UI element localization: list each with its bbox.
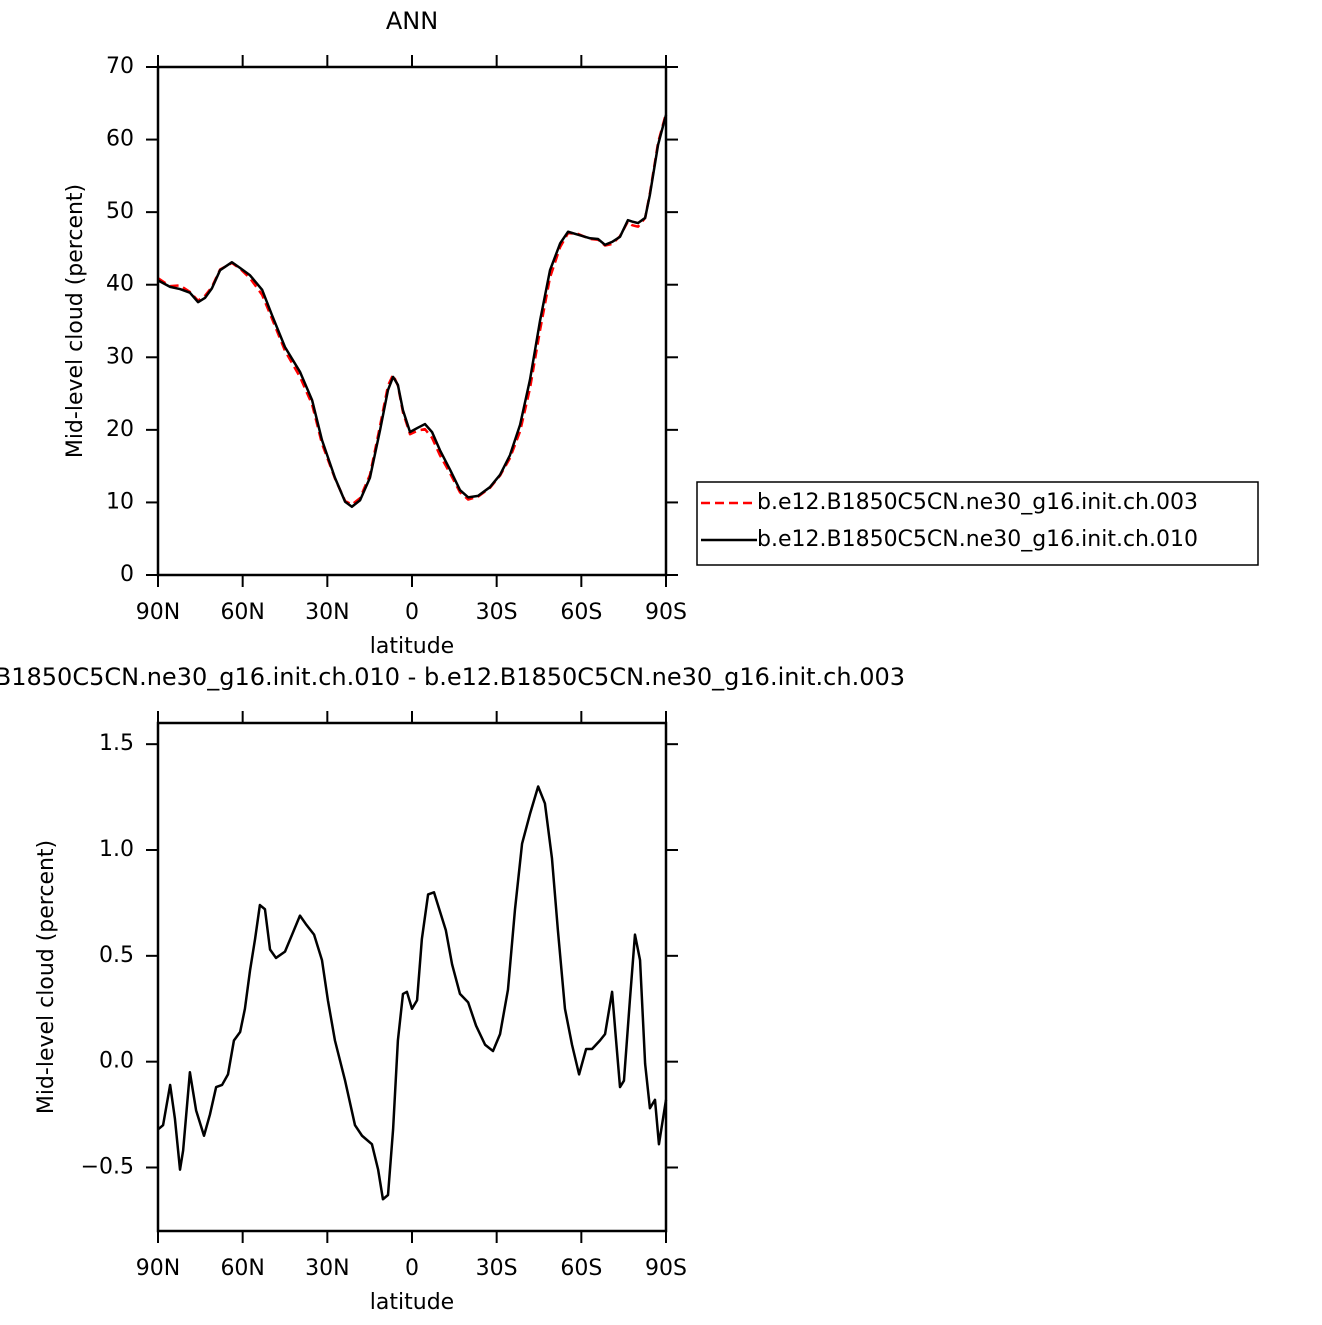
data-line (157, 785, 668, 1201)
legend-box (696, 481, 1259, 566)
x-tick-label: 60S (560, 600, 602, 625)
y-tick-label: −0.5 (81, 1155, 134, 1180)
legend-label: b.e12.B1850C5CN.ne30_g16.init.ch.010 (757, 527, 1198, 552)
legend: b.e12.B1850C5CN.ne30_g16.init.ch.003 b.e1… (696, 481, 1259, 566)
y-axis-title: Mid-level cloud (percent) (34, 840, 59, 1114)
chart-title: ANN (386, 7, 438, 35)
y-axis-title: Mid-level cloud (percent) (63, 184, 88, 458)
data-line (157, 113, 668, 506)
x-tick-label: 90N (136, 600, 180, 625)
y-tick-label: 0 (120, 562, 134, 587)
x-tick-label: 0 (405, 600, 419, 625)
y-tick-label: 1.5 (99, 731, 134, 756)
y-tick-label: 0.0 (99, 1049, 134, 1074)
y-tick-label: 1.0 (99, 837, 134, 862)
x-tick-label: 90S (645, 1256, 687, 1281)
x-tick-label: 30S (476, 1256, 518, 1281)
y-tick-label: 30 (106, 344, 134, 369)
y-tick-label: 70 (106, 54, 134, 79)
data-line (157, 114, 668, 509)
y-tick-label: 50 (106, 199, 134, 224)
legend-label: b.e12.B1850C5CN.ne30_g16.init.ch.003 (757, 490, 1198, 515)
x-tick-label: 90N (136, 1256, 180, 1281)
x-axis-title: latitude (370, 1290, 454, 1315)
x-tick-label: 30S (476, 600, 518, 625)
x-tick-label: 0 (405, 1256, 419, 1281)
x-tick-label: 60S (560, 1256, 602, 1281)
x-axis-title: latitude (370, 634, 454, 659)
y-tick-label: 60 (106, 127, 134, 152)
x-tick-label: 30N (305, 1256, 349, 1281)
y-tick-label: 20 (106, 417, 134, 442)
x-tick-label: 60N (220, 600, 264, 625)
y-tick-label: 10 (106, 489, 134, 514)
x-tick-label: 90S (645, 600, 687, 625)
plot-frame (156, 721, 668, 1233)
y-tick-label: 0.5 (99, 943, 134, 968)
plot-frame (156, 65, 668, 577)
y-tick-label: 40 (106, 272, 134, 297)
x-tick-label: 60N (220, 1256, 264, 1281)
chart-title: b.e12.B1850C5CN.ne30_g16.init.ch.010 - b… (0, 663, 905, 691)
x-tick-label: 30N (305, 600, 349, 625)
